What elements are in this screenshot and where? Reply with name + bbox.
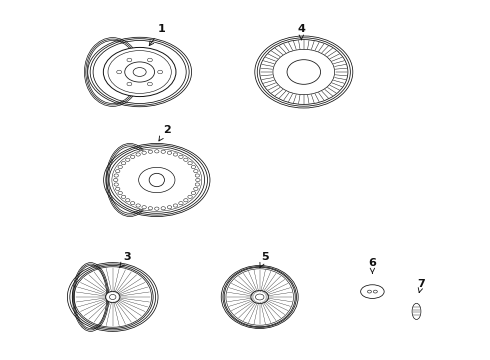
- Ellipse shape: [154, 150, 159, 153]
- Ellipse shape: [136, 153, 140, 156]
- Ellipse shape: [184, 199, 188, 202]
- Ellipse shape: [161, 207, 166, 210]
- Ellipse shape: [142, 151, 147, 154]
- Ellipse shape: [161, 150, 166, 153]
- Ellipse shape: [147, 82, 152, 86]
- Ellipse shape: [361, 285, 384, 298]
- Ellipse shape: [130, 202, 135, 205]
- Ellipse shape: [109, 294, 116, 300]
- Ellipse shape: [147, 58, 152, 62]
- Ellipse shape: [125, 199, 130, 202]
- Ellipse shape: [105, 291, 120, 303]
- Ellipse shape: [167, 206, 171, 209]
- Ellipse shape: [287, 60, 320, 84]
- Text: 6: 6: [368, 258, 376, 273]
- Text: 7: 7: [417, 279, 425, 293]
- Ellipse shape: [114, 178, 118, 181]
- Ellipse shape: [139, 167, 175, 193]
- Ellipse shape: [179, 202, 183, 205]
- Ellipse shape: [173, 204, 178, 207]
- Ellipse shape: [188, 195, 192, 198]
- Ellipse shape: [191, 165, 196, 168]
- Ellipse shape: [118, 165, 122, 168]
- Ellipse shape: [179, 155, 183, 158]
- Ellipse shape: [122, 162, 126, 165]
- Ellipse shape: [154, 207, 159, 210]
- Ellipse shape: [112, 149, 202, 211]
- Ellipse shape: [195, 174, 199, 177]
- Circle shape: [368, 290, 371, 293]
- Ellipse shape: [130, 155, 135, 158]
- Ellipse shape: [118, 192, 122, 195]
- Ellipse shape: [116, 170, 120, 173]
- Ellipse shape: [188, 162, 192, 165]
- Text: 1: 1: [149, 24, 166, 46]
- Circle shape: [373, 290, 377, 293]
- Text: 5: 5: [260, 252, 269, 268]
- Text: 4: 4: [297, 24, 305, 40]
- Ellipse shape: [136, 204, 140, 207]
- Ellipse shape: [142, 206, 147, 209]
- Ellipse shape: [114, 183, 119, 186]
- Ellipse shape: [251, 291, 269, 303]
- Ellipse shape: [255, 294, 264, 300]
- Text: 2: 2: [159, 125, 171, 141]
- Ellipse shape: [148, 150, 152, 153]
- Ellipse shape: [184, 158, 188, 161]
- Ellipse shape: [412, 303, 421, 320]
- Ellipse shape: [194, 187, 198, 190]
- Ellipse shape: [194, 170, 198, 173]
- Ellipse shape: [114, 174, 119, 177]
- Ellipse shape: [127, 82, 132, 86]
- Ellipse shape: [196, 178, 200, 181]
- Ellipse shape: [117, 70, 122, 74]
- Ellipse shape: [125, 62, 154, 82]
- Ellipse shape: [103, 48, 176, 96]
- Ellipse shape: [273, 49, 335, 95]
- Text: 3: 3: [120, 252, 131, 267]
- Ellipse shape: [122, 195, 126, 198]
- Ellipse shape: [195, 183, 199, 186]
- Ellipse shape: [191, 192, 196, 195]
- Ellipse shape: [116, 187, 120, 190]
- Ellipse shape: [127, 58, 132, 62]
- Ellipse shape: [158, 70, 163, 74]
- Ellipse shape: [133, 68, 146, 76]
- Ellipse shape: [173, 153, 178, 156]
- Ellipse shape: [125, 158, 130, 161]
- Ellipse shape: [148, 207, 152, 210]
- Ellipse shape: [167, 151, 171, 154]
